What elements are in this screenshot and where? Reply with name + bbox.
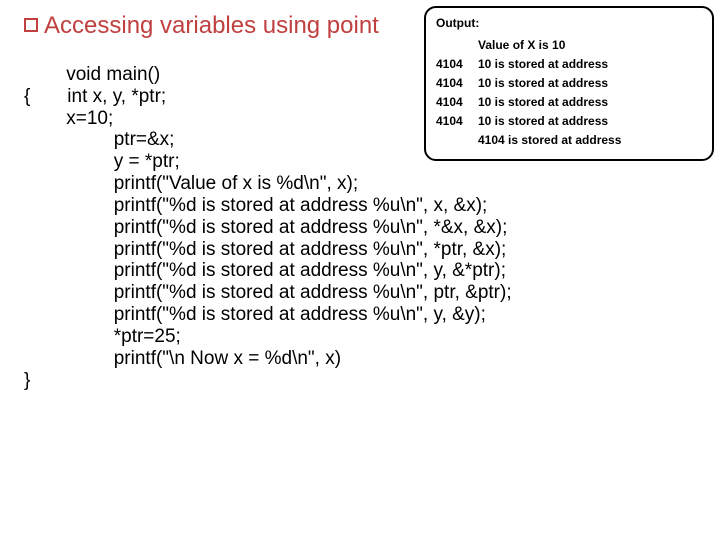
output-text: 4104 is stored at address <box>478 131 621 149</box>
code-line: printf("%d is stored at address %u\n", *… <box>24 239 506 260</box>
code-line: ptr=&x; <box>24 129 174 150</box>
code-line: void main() <box>24 64 160 85</box>
code-line: y = *ptr; <box>24 151 180 172</box>
code-line: printf("\n Now x = %d\n", x) <box>24 348 341 369</box>
output-row: Value of X is 10 <box>436 36 702 54</box>
output-text: 10 is stored at address <box>478 112 608 130</box>
code-line: { int x, y, *ptr; <box>24 86 166 107</box>
output-text: 10 is stored at address <box>478 74 608 92</box>
output-row: 410410 is stored at address <box>436 93 702 111</box>
output-addr: 4104 <box>436 93 478 111</box>
output-text: 10 is stored at address <box>478 93 608 111</box>
output-addr: 4104 <box>436 74 478 92</box>
output-row: 410410 is stored at address <box>436 74 702 92</box>
bullet-icon <box>24 18 38 32</box>
output-body: Value of X is 10 410410 is stored at add… <box>436 36 702 149</box>
output-text: Value of X is 10 <box>478 36 565 54</box>
code-line: printf("%d is stored at address %u\n", y… <box>24 304 486 325</box>
output-panel: Output: Value of X is 10 410410 is store… <box>424 6 714 161</box>
code-line: printf("%d is stored at address %u\n", *… <box>24 217 507 238</box>
output-title: Output: <box>436 14 702 32</box>
slide-title: Accessing variables using point <box>24 12 379 40</box>
output-addr: 4104 <box>436 112 478 130</box>
code-line: printf("%d is stored at address %u\n", y… <box>24 260 506 281</box>
output-addr: 4104 <box>436 55 478 73</box>
code-line: x=10; <box>24 108 113 129</box>
title-text: Accessing variables using point <box>44 12 379 39</box>
code-line: printf("Value of x is %d\n", x); <box>24 173 358 194</box>
output-text: 10 is stored at address <box>478 55 608 73</box>
output-row: 410410 is stored at address <box>436 55 702 73</box>
code-line: printf("%d is stored at address %u\n", x… <box>24 195 487 216</box>
code-line: printf("%d is stored at address %u\n", p… <box>24 282 512 303</box>
output-row: 410410 is stored at address <box>436 112 702 130</box>
code-line: } <box>24 370 30 391</box>
output-row: 4104 is stored at address <box>436 131 702 149</box>
code-line: *ptr=25; <box>24 326 181 347</box>
